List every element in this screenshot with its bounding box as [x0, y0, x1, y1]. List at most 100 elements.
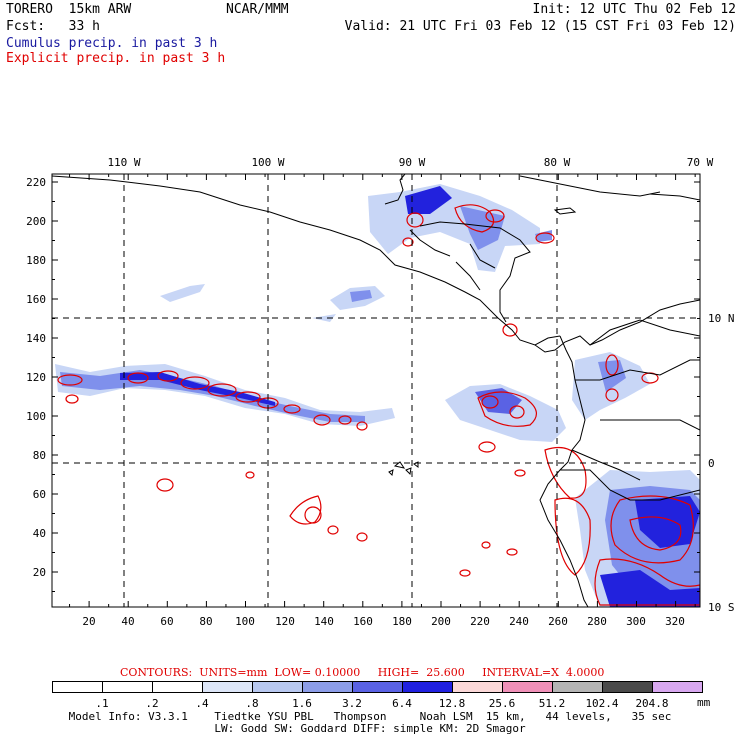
- colorbar-label: .8: [245, 697, 259, 710]
- central-america-precip-mid: [460, 206, 505, 250]
- offshore-precip-2: [350, 290, 372, 302]
- grid-x-label: 60: [160, 615, 173, 628]
- axis-tick-marks: [52, 174, 700, 607]
- grid-y-label: 60: [33, 488, 46, 501]
- colorbar-label: 25.6: [488, 697, 516, 710]
- right-axis-labels: 10 N 0 10 S: [708, 312, 735, 614]
- lat-label-10n: 10 N: [708, 312, 735, 325]
- colorbar-label: .4: [195, 697, 209, 710]
- grid-y-label: 120: [26, 371, 46, 384]
- amazon-precip-dark: [635, 496, 700, 548]
- grid-x-label: 220: [470, 615, 490, 628]
- cumulus-precip-areas: [55, 184, 700, 607]
- cumulus-legend-label: Cumulus precip. in past 3 h: [6, 36, 218, 51]
- colorbar-swatch: [352, 681, 403, 693]
- grid-x-label: 260: [548, 615, 568, 628]
- mexico-coast: [52, 175, 561, 346]
- grid-y-label: 140: [26, 332, 46, 345]
- colorbar-swatch: [602, 681, 653, 693]
- init-time: Init: 12 UTC Thu 02 Feb 12: [532, 2, 737, 17]
- lon-label-70w: 70 W: [687, 156, 714, 169]
- colorbar-label: 12.8: [438, 697, 466, 710]
- colorbar-swatch: [102, 681, 153, 693]
- colorbar-units: mm: [697, 696, 711, 709]
- organization-label: NCAR/MMM: [226, 2, 289, 17]
- colorbar-swatch: [452, 681, 503, 693]
- lon-label-80w: 80 W: [544, 156, 571, 169]
- left-axis-labels: 220 200 180 160 140 120 100 80 60 40 20: [26, 176, 46, 579]
- grid-x-label: 140: [314, 615, 334, 628]
- explicit-precip-contours: [57, 204, 700, 606]
- lon-label-90w: 90 W: [399, 156, 426, 169]
- central-america-precip-light: [368, 184, 540, 272]
- colorbar-label: .1: [95, 697, 109, 710]
- colorbar-swatch: [152, 681, 203, 693]
- gulf-honduras: [419, 221, 531, 323]
- colorbar-swatch: [202, 681, 253, 693]
- colorbar-swatch: [502, 681, 553, 693]
- central-american-borders: [409, 229, 496, 291]
- grid-x-label: 160: [353, 615, 373, 628]
- colorbar-swatch: [252, 681, 303, 693]
- model-title: TORERO 15km ARW: [6, 2, 132, 17]
- cuba-coast: [519, 175, 661, 197]
- contour-info: CONTOURS: UNITS=mm LOW= 0.10000 HIGH= 25…: [120, 666, 605, 679]
- colorbar-swatch: [302, 681, 353, 693]
- grid-y-label: 200: [26, 215, 46, 228]
- top-axis-labels: 110 W 100 W 90 W 80 W 70 W: [107, 156, 713, 169]
- amazon-precip-dark-2: [600, 570, 700, 607]
- grid-y-label: 220: [26, 176, 46, 189]
- grid-y-label: 160: [26, 293, 46, 306]
- valid-time: Valid: 21 UTC Fri 03 Feb 12 (15 CST Fri …: [344, 19, 736, 34]
- colorbar-label: 204.8: [635, 697, 669, 710]
- galapagos-islands: [388, 461, 419, 477]
- lon-label-110w: 110 W: [107, 156, 140, 169]
- jamaica-coast: [553, 207, 577, 215]
- colorbar-label: .2: [145, 697, 159, 710]
- forecast-hour: Fcst: 33 h: [6, 19, 100, 34]
- bottom-axis-labels: 20 40 60 80 100 120 140 160 180 200 220 …: [82, 615, 685, 628]
- grid-y-label: 80: [33, 449, 46, 462]
- venezuela-coast: [589, 319, 700, 346]
- grid-x-label: 120: [275, 615, 295, 628]
- lat-label-10s: 10 S: [708, 601, 735, 614]
- grid-y-label: 20: [33, 566, 46, 579]
- grid-x-label: 180: [392, 615, 412, 628]
- colorbar-swatch: [52, 681, 103, 693]
- map-content: [52, 174, 700, 607]
- grid-x-label: 40: [121, 615, 134, 628]
- grid-y-label: 40: [33, 527, 46, 540]
- offshore-precip-3: [160, 284, 205, 302]
- lat-label-0: 0: [708, 457, 715, 470]
- hispaniola-coast: [649, 193, 700, 201]
- coastlines: [52, 174, 700, 607]
- model-info-line2: LW: Godd SW: Goddard DIFF: simple KM: 2D…: [214, 722, 526, 735]
- lat-lon-grid: [52, 174, 700, 607]
- colorbar-swatch: [652, 681, 703, 693]
- grid-x-label: 320: [665, 615, 685, 628]
- grid-x-label: 100: [235, 615, 255, 628]
- panama-coast: [534, 299, 700, 353]
- grid-x-label: 80: [199, 615, 212, 628]
- explicit-legend-label: Explicit precip. in past 3 h: [6, 51, 226, 66]
- central-america-precip-dark: [405, 186, 452, 214]
- colombia-pacific-coast: [539, 335, 589, 607]
- colorbar-swatch: [552, 681, 603, 693]
- grid-x-label: 200: [431, 615, 451, 628]
- country-borders: [560, 359, 700, 501]
- colorbar-label: 3.2: [342, 697, 362, 710]
- grid-y-label: 100: [26, 410, 46, 423]
- grid-x-label: 280: [587, 615, 607, 628]
- model-info-line1: Model Info: V3.3.1 Tiedtke YSU PBL Thomp…: [68, 710, 672, 723]
- grid-x-label: 300: [626, 615, 646, 628]
- colorbar-label: 51.2: [538, 697, 566, 710]
- lon-label-100w: 100 W: [251, 156, 284, 169]
- colorbar-label: 1.6: [292, 697, 312, 710]
- offshore-precip-4: [312, 314, 336, 322]
- grid-y-label: 180: [26, 254, 46, 267]
- colorbar-label: 6.4: [392, 697, 412, 710]
- colorbar-swatch: [402, 681, 453, 693]
- map-frame: [51, 173, 701, 608]
- colorbar-label: 102.4: [585, 697, 619, 710]
